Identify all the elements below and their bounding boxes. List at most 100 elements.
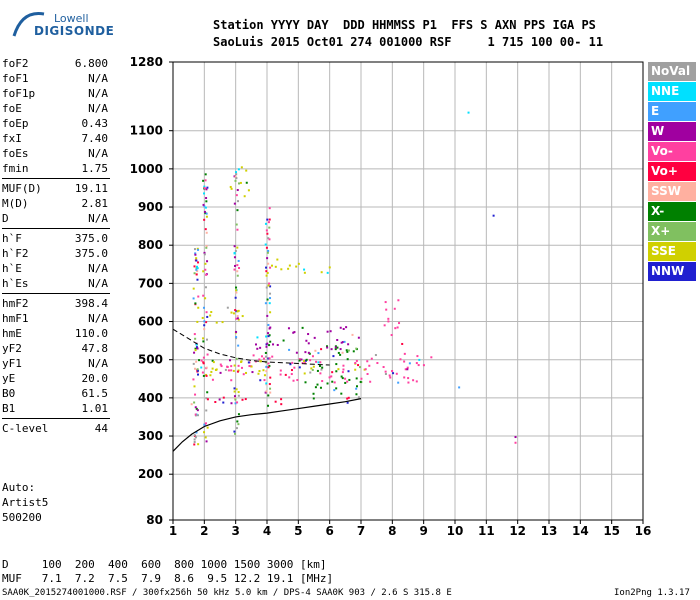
echo-point xyxy=(329,330,332,333)
x-tick-label: 12 xyxy=(509,524,526,538)
echo-point xyxy=(197,261,200,264)
echo-point xyxy=(319,386,322,389)
param-value: N/A xyxy=(88,262,108,275)
param-value: N/A xyxy=(88,87,108,100)
echo-point xyxy=(320,271,323,274)
echo-point xyxy=(312,365,315,368)
echo-point xyxy=(212,361,215,364)
echo-point xyxy=(196,347,199,350)
echo-point xyxy=(236,270,239,273)
echo-point xyxy=(288,264,291,267)
echo-point xyxy=(268,365,271,368)
echo-point xyxy=(202,306,205,309)
param-key: yF2 xyxy=(2,342,22,355)
param-value: 0.43 xyxy=(81,117,109,130)
echo-point xyxy=(316,383,319,386)
echo-point xyxy=(240,166,243,169)
echo-point xyxy=(237,364,240,367)
echo-point xyxy=(245,181,248,184)
auto-code: 500200 xyxy=(2,511,42,524)
echo-point xyxy=(205,197,208,200)
echo-point xyxy=(202,362,205,365)
echo-point xyxy=(211,378,214,381)
param-row: yF1 N/A xyxy=(2,356,110,371)
echo-point xyxy=(264,351,267,354)
echo-point xyxy=(205,188,208,191)
echo-point xyxy=(303,268,306,271)
echo-point xyxy=(346,350,349,353)
echo-point xyxy=(342,341,345,344)
param-value: 1.75 xyxy=(81,162,109,175)
echo-point xyxy=(194,413,197,416)
x-tick-label: 1 xyxy=(169,524,177,538)
echo-point xyxy=(209,374,212,377)
echo-point xyxy=(310,367,313,370)
echo-point xyxy=(298,366,301,369)
echo-point xyxy=(295,351,298,354)
echo-point xyxy=(345,326,348,329)
echo-point xyxy=(234,179,237,182)
echo-point xyxy=(196,409,199,412)
legend-entry: Vo- xyxy=(648,142,696,161)
param-row: fmin 1.75 xyxy=(2,161,110,176)
echo-point xyxy=(341,371,344,374)
echo-point xyxy=(384,372,387,375)
echo-point xyxy=(355,377,358,380)
echo-point xyxy=(193,440,196,443)
echo-point xyxy=(337,368,340,371)
echo-point xyxy=(266,251,269,254)
echo-point xyxy=(407,377,410,380)
legend-entry: X+ xyxy=(648,222,696,241)
echo-point xyxy=(229,359,232,362)
echo-point xyxy=(210,311,213,314)
echo-point xyxy=(235,171,238,174)
param-row: fxI 7.40 xyxy=(2,131,110,146)
echo-point xyxy=(269,285,272,288)
echo-point xyxy=(272,343,275,346)
echo-point xyxy=(347,370,350,373)
echo-point xyxy=(336,346,339,349)
y-tick-label: 80 xyxy=(146,513,163,527)
echo-point xyxy=(263,379,266,382)
param-separator xyxy=(2,293,110,294)
echo-point xyxy=(388,374,391,377)
echo-point xyxy=(335,363,338,366)
echo-point xyxy=(248,365,251,368)
echo-point xyxy=(197,443,200,446)
echo-point xyxy=(196,265,199,268)
echo-point xyxy=(267,249,270,252)
echo-point xyxy=(233,430,236,433)
echo-point xyxy=(205,215,208,218)
echo-point xyxy=(390,334,393,337)
echo-point xyxy=(203,185,206,188)
echo-point xyxy=(222,396,225,399)
param-row: foE N/A xyxy=(2,101,110,116)
echo-point xyxy=(211,359,214,362)
echo-point xyxy=(317,361,320,364)
echo-point xyxy=(347,349,350,352)
echo-point xyxy=(364,368,367,371)
echo-point xyxy=(387,317,390,320)
echo-point xyxy=(204,268,207,271)
echo-point xyxy=(295,265,298,268)
echo-point xyxy=(303,271,306,274)
param-key: foF2 xyxy=(2,57,29,70)
echo-point xyxy=(355,347,358,350)
echo-point xyxy=(254,343,257,346)
echo-point xyxy=(343,340,346,343)
echo-point xyxy=(193,272,196,275)
param-row: foF1 N/A xyxy=(2,71,110,86)
echo-point xyxy=(195,273,198,276)
echo-point xyxy=(374,354,377,357)
echo-point xyxy=(233,245,236,248)
echo-point xyxy=(337,351,340,354)
echo-point xyxy=(202,203,205,206)
echo-point xyxy=(205,338,208,341)
param-key: foEs xyxy=(2,147,29,160)
echo-point xyxy=(210,370,213,373)
echo-point xyxy=(290,369,293,372)
echo-point xyxy=(193,265,196,268)
echo-point xyxy=(291,361,294,364)
echo-point xyxy=(237,391,240,394)
